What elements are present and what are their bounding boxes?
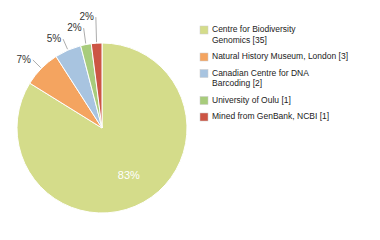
leader-line	[95, 17, 97, 42]
data-label: 5%	[47, 33, 62, 44]
slice	[17, 43, 187, 213]
slice	[91, 43, 102, 128]
legend: Centre for BiodiversityGenomics [35] Natu…	[200, 24, 348, 121]
legend-entry: University of Oulu [1]	[212, 95, 291, 105]
data-label: 83%	[118, 169, 140, 181]
legend-entry: Natural History Museum, London [3]	[212, 51, 348, 61]
leader-line	[84, 28, 86, 43]
legend-swatch	[200, 70, 208, 78]
slices	[17, 43, 187, 213]
slice-labels: 83% 7% 5% 2%2%	[16, 11, 140, 181]
chart: 83% 7% 5% 2%2% Centre for BiodiversityGenomi…	[0, 0, 380, 240]
data-label: 2%	[79, 11, 94, 22]
legend-swatch	[200, 26, 208, 34]
legend-entry: Mined from GenBank, NCBI [1]	[212, 111, 329, 121]
slice	[81, 44, 102, 128]
data-label: 7%	[16, 54, 31, 65]
legend-entry: Canadian Centre for DNABarcoding [2]	[212, 68, 309, 89]
legend-entry: Centre for BiodiversityGenomics [35]	[212, 24, 296, 45]
legend-swatch	[200, 53, 208, 61]
legend-swatch	[200, 113, 208, 121]
leader-line	[63, 39, 67, 49]
data-label: 2%	[67, 22, 82, 33]
legend-swatch	[200, 97, 208, 105]
leader-line	[33, 60, 41, 68]
